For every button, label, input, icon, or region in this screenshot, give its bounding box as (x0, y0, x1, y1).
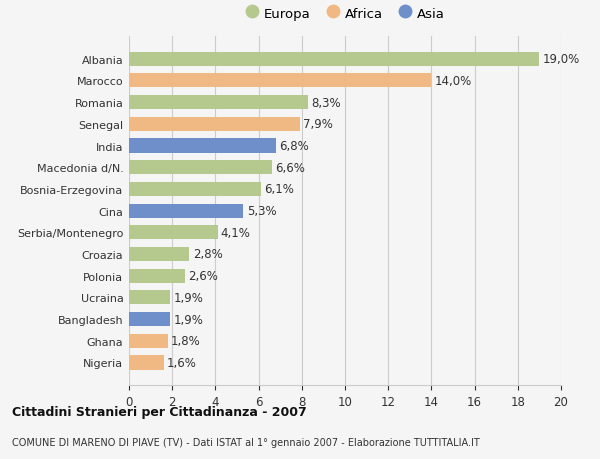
Bar (129, 161, 272, 175)
Text: 2,8%: 2,8% (193, 248, 223, 261)
Text: 4,1%: 4,1% (221, 226, 251, 239)
Text: 1,9%: 1,9% (173, 291, 203, 304)
Text: 6,6%: 6,6% (275, 162, 305, 174)
Text: 5,3%: 5,3% (247, 205, 277, 218)
Bar (129, 139, 276, 153)
Text: 1,9%: 1,9% (173, 313, 203, 326)
Bar (129, 312, 170, 326)
Bar (129, 291, 170, 305)
Bar (129, 356, 164, 369)
Bar (129, 118, 299, 132)
Text: 8,3%: 8,3% (311, 96, 341, 109)
Text: 1,8%: 1,8% (171, 335, 201, 347)
Bar (129, 226, 218, 240)
Text: 1,6%: 1,6% (167, 356, 197, 369)
Legend: Europa, Africa, Asia: Europa, Africa, Asia (241, 3, 449, 24)
Text: 7,9%: 7,9% (303, 118, 333, 131)
Text: 19,0%: 19,0% (542, 53, 580, 66)
Text: 2,6%: 2,6% (188, 269, 218, 283)
Text: 6,8%: 6,8% (279, 140, 309, 153)
Bar (129, 96, 308, 110)
Text: 14,0%: 14,0% (434, 75, 472, 88)
Bar (129, 204, 244, 218)
Bar (129, 183, 261, 196)
Bar (129, 247, 190, 262)
Text: Cittadini Stranieri per Cittadinanza - 2007: Cittadini Stranieri per Cittadinanza - 2… (12, 405, 307, 419)
Bar (129, 53, 539, 67)
Bar (129, 74, 431, 88)
Text: COMUNE DI MARENO DI PIAVE (TV) - Dati ISTAT al 1° gennaio 2007 - Elaborazione TU: COMUNE DI MARENO DI PIAVE (TV) - Dati IS… (12, 437, 480, 447)
Text: 6,1%: 6,1% (264, 183, 294, 196)
Bar (129, 334, 168, 348)
Bar (129, 269, 185, 283)
